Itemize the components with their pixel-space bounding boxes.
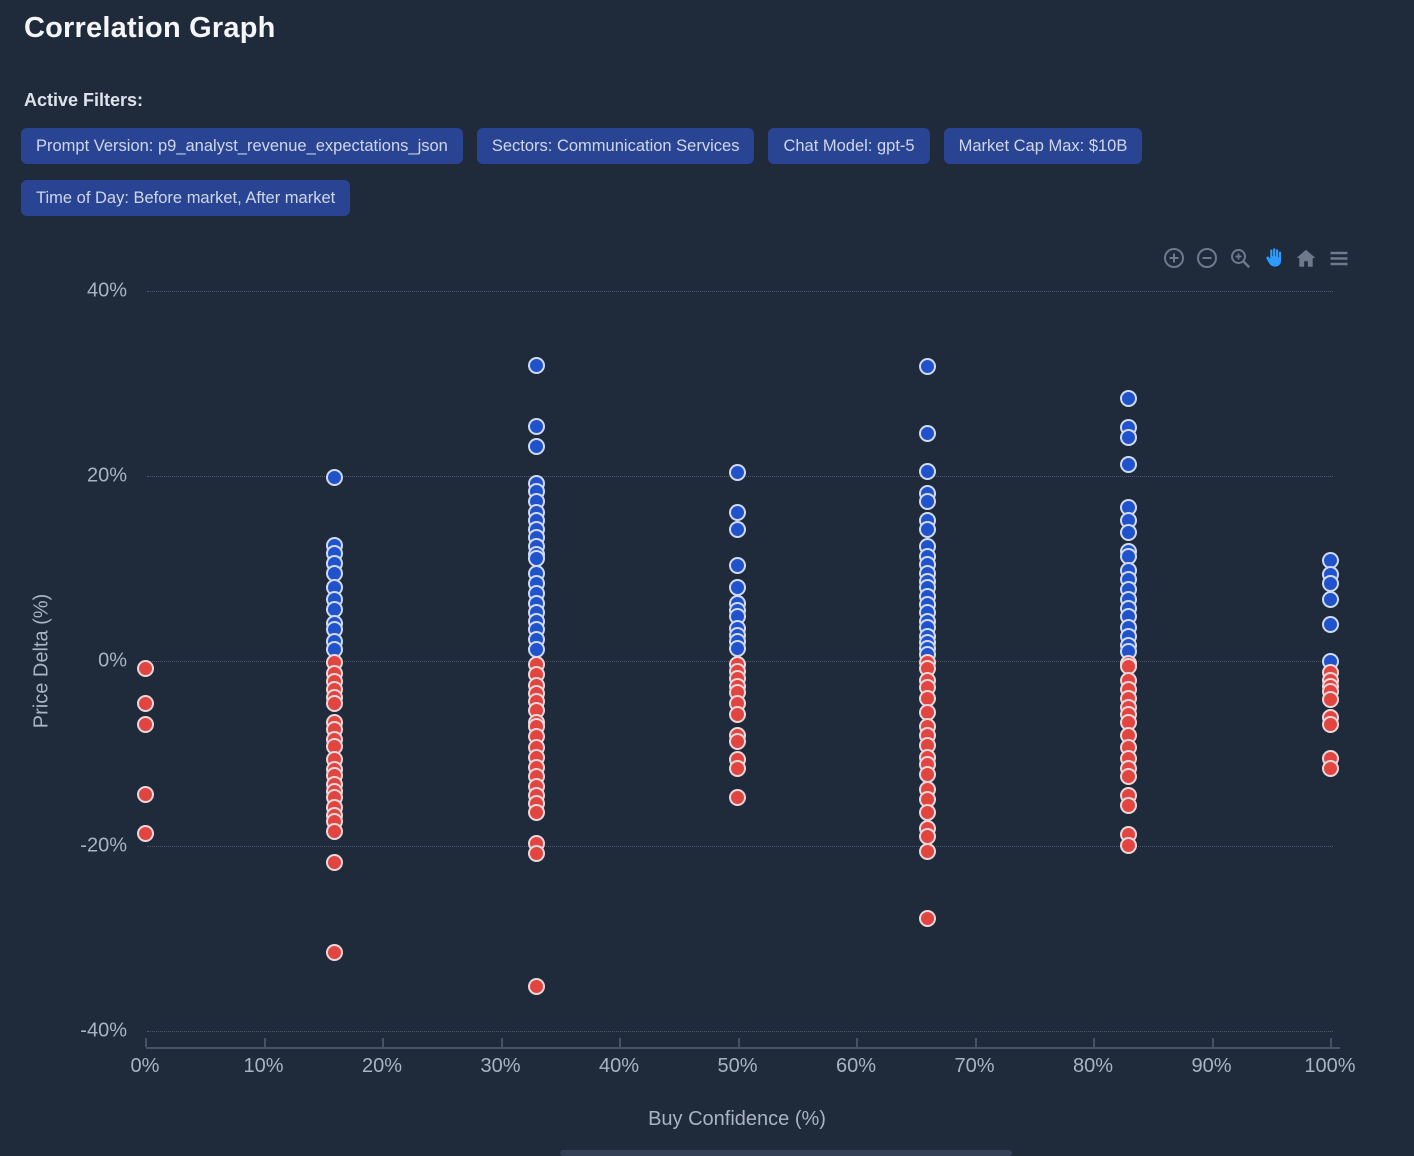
page-title: Correlation Graph <box>24 12 276 44</box>
filter-chip[interactable]: Sectors: Communication Services <box>476 128 755 164</box>
x-tick-label: 90% <box>1191 1055 1232 1077</box>
y-tick-label: 40% <box>86 279 127 302</box>
data-point-positive-delta[interactable] <box>729 557 746 575</box>
data-point-positive-delta[interactable] <box>1321 591 1339 609</box>
data-point-positive-delta[interactable] <box>1120 389 1138 407</box>
data-point-negative-delta[interactable] <box>527 978 545 996</box>
data-point-positive-delta[interactable] <box>918 358 936 376</box>
data-point-negative-delta[interactable] <box>918 843 936 861</box>
data-point-negative-delta[interactable] <box>527 804 545 822</box>
data-point-negative-delta[interactable] <box>918 804 936 822</box>
x-tick-label: 40% <box>598 1055 640 1077</box>
horizontal-scrollbar[interactable] <box>560 1150 1012 1156</box>
data-point-negative-delta[interactable] <box>1120 796 1138 814</box>
x-tick-mark <box>382 1038 384 1047</box>
filter-chip[interactable]: Chat Model: gpt-5 <box>768 128 930 164</box>
x-tick-mark <box>145 1038 147 1047</box>
data-point-positive-delta[interactable] <box>918 424 936 442</box>
data-point-negative-delta[interactable] <box>918 909 936 927</box>
data-point-positive-delta[interactable] <box>918 521 936 539</box>
data-point-positive-delta[interactable] <box>729 579 746 597</box>
data-point-negative-delta[interactable] <box>729 759 746 777</box>
y-gridline <box>147 291 1333 292</box>
filter-chip[interactable]: Time of Day: Before market, After market <box>21 180 351 216</box>
x-axis-line <box>146 1047 1340 1049</box>
filter-chip[interactable]: Market Cap Max: $10B <box>943 128 1143 164</box>
data-point-negative-delta[interactable] <box>136 716 154 734</box>
x-tick-label: 20% <box>361 1055 403 1077</box>
data-point-positive-delta[interactable] <box>1120 456 1138 474</box>
x-axis-title: Buy Confidence (%) <box>648 1108 826 1130</box>
data-point-positive-delta[interactable] <box>1321 574 1339 592</box>
data-point-positive-delta[interactable] <box>527 356 545 374</box>
data-point-negative-delta[interactable] <box>527 844 545 862</box>
x-tick-label: 10% <box>243 1055 284 1077</box>
x-tick-mark <box>263 1038 266 1047</box>
x-tick-mark <box>1330 1038 1332 1047</box>
x-tick-mark <box>974 1038 977 1047</box>
data-point-positive-delta[interactable] <box>918 462 936 480</box>
y-tick-label: -40% <box>80 1019 127 1042</box>
x-tick-label: 50% <box>717 1055 758 1077</box>
data-point-negative-delta[interactable] <box>326 822 344 840</box>
x-tick-label: 0% <box>130 1055 160 1077</box>
data-point-positive-delta[interactable] <box>527 437 545 455</box>
y-tick-label: 0% <box>98 649 127 672</box>
data-point-negative-delta[interactable] <box>136 695 154 713</box>
data-point-negative-delta[interactable] <box>326 695 344 713</box>
data-point-negative-delta[interactable] <box>136 659 154 677</box>
y-gridline <box>147 1031 1333 1032</box>
menu-icon[interactable] <box>1327 246 1351 270</box>
y-gridline <box>147 846 1333 847</box>
data-point-negative-delta[interactable] <box>1321 759 1339 777</box>
x-tick-mark <box>737 1038 740 1047</box>
filter-chip-list: Prompt Version: p9_analyst_revenue_expec… <box>21 128 1401 216</box>
data-point-negative-delta[interactable] <box>1120 768 1138 786</box>
data-point-negative-delta[interactable] <box>326 943 344 961</box>
data-point-negative-delta[interactable] <box>729 706 746 724</box>
data-point-positive-delta[interactable] <box>729 521 746 539</box>
x-tick-mark <box>1093 1038 1095 1047</box>
data-point-negative-delta[interactable] <box>136 785 154 803</box>
active-filters-label: Active Filters: <box>24 90 144 110</box>
data-point-negative-delta[interactable] <box>326 854 344 872</box>
data-point-negative-delta[interactable] <box>729 789 746 807</box>
x-tick-mark <box>500 1038 503 1047</box>
x-tick-mark <box>856 1038 858 1047</box>
data-point-positive-delta[interactable] <box>729 639 746 657</box>
y-tick-label: -20% <box>80 834 127 857</box>
data-point-positive-delta[interactable] <box>1120 428 1138 446</box>
x-tick-label: 100% <box>1304 1055 1356 1077</box>
box-zoom-icon[interactable] <box>1228 246 1252 270</box>
data-point-negative-delta[interactable] <box>1321 691 1339 709</box>
data-point-negative-delta[interactable] <box>1120 836 1138 854</box>
x-tick-label: 30% <box>480 1055 521 1077</box>
x-tick-mark <box>619 1038 621 1047</box>
y-tick-label: 20% <box>86 464 127 487</box>
pan-icon[interactable] <box>1261 246 1285 270</box>
zoom-out-icon[interactable] <box>1195 246 1219 270</box>
filter-chip[interactable]: Prompt Version: p9_analyst_revenue_expec… <box>21 128 463 164</box>
data-point-negative-delta[interactable] <box>136 825 154 843</box>
zoom-in-icon[interactable] <box>1162 246 1186 270</box>
x-tick-label: 70% <box>954 1055 995 1077</box>
data-point-positive-delta[interactable] <box>1321 616 1339 634</box>
x-tick-mark <box>1211 1038 1214 1047</box>
data-point-positive-delta[interactable] <box>1120 523 1138 541</box>
data-point-positive-delta[interactable] <box>918 493 936 511</box>
x-tick-label: 80% <box>1072 1055 1114 1077</box>
home-icon[interactable] <box>1294 246 1318 270</box>
data-point-positive-delta[interactable] <box>729 503 746 521</box>
x-tick-label: 60% <box>835 1055 877 1077</box>
data-point-negative-delta[interactable] <box>1321 716 1339 734</box>
chart-modebar <box>1162 246 1351 270</box>
data-point-positive-delta[interactable] <box>729 463 746 481</box>
data-point-positive-delta[interactable] <box>326 469 344 487</box>
data-point-negative-delta[interactable] <box>729 732 746 750</box>
data-point-positive-delta[interactable] <box>527 418 545 436</box>
